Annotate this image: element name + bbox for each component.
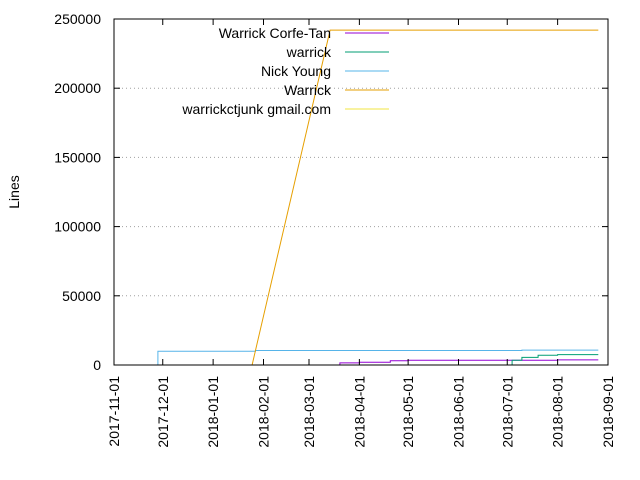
x-tick-label: 2017-12-01 (155, 376, 171, 448)
x-axis-ticks: 2017-11-01 2017-12-01 2018-01-01 2018-02-01… (106, 19, 616, 448)
y-tick-label: 250000 (54, 11, 101, 27)
series-lines (156, 29, 599, 366)
legend-label: warrick (286, 44, 332, 60)
y-axis-label: Lines (6, 175, 22, 208)
x-tick-label: 2018-08-01 (550, 376, 566, 448)
x-tick-label: 2018-01-01 (205, 376, 221, 448)
x-tick-label: 2018-09-01 (600, 376, 616, 448)
series-line-3 (251, 29, 599, 366)
x-tick-label: 2018-04-01 (351, 376, 367, 448)
legend-label: Nick Young (261, 63, 331, 79)
series-line-0 (338, 359, 599, 366)
x-tick-label: 2018-03-01 (301, 376, 317, 448)
gridlines (114, 87, 608, 297)
y-tick-label: 150000 (54, 149, 101, 165)
x-tick-label: 2018-06-01 (451, 376, 467, 448)
y-tick-label: 100000 (54, 219, 101, 235)
legend-label: Warrick (284, 82, 332, 98)
legend-label: Warrick Corfe-Tan (219, 25, 331, 41)
x-tick-label: 2018-05-01 (400, 376, 416, 448)
plot-frame (113, 18, 609, 366)
x-tick-label: 2018-02-01 (256, 376, 272, 448)
y-tick-label: 50000 (62, 288, 101, 304)
y-tick-label: 0 (93, 357, 101, 373)
x-tick-label: 2018-07-01 (499, 376, 515, 448)
series-line-1 (507, 354, 599, 366)
legend: Warrick Corfe-Tan warrick Nick Young Warric… (181, 25, 389, 117)
y-tick-label: 200000 (54, 80, 101, 96)
y-axis-ticks: 0 50000 100000 150000 200000 250000 (54, 11, 608, 373)
legend-label: warrickctjunk gmail.com (181, 101, 331, 117)
x-tick-label: 2017-11-01 (106, 376, 122, 447)
